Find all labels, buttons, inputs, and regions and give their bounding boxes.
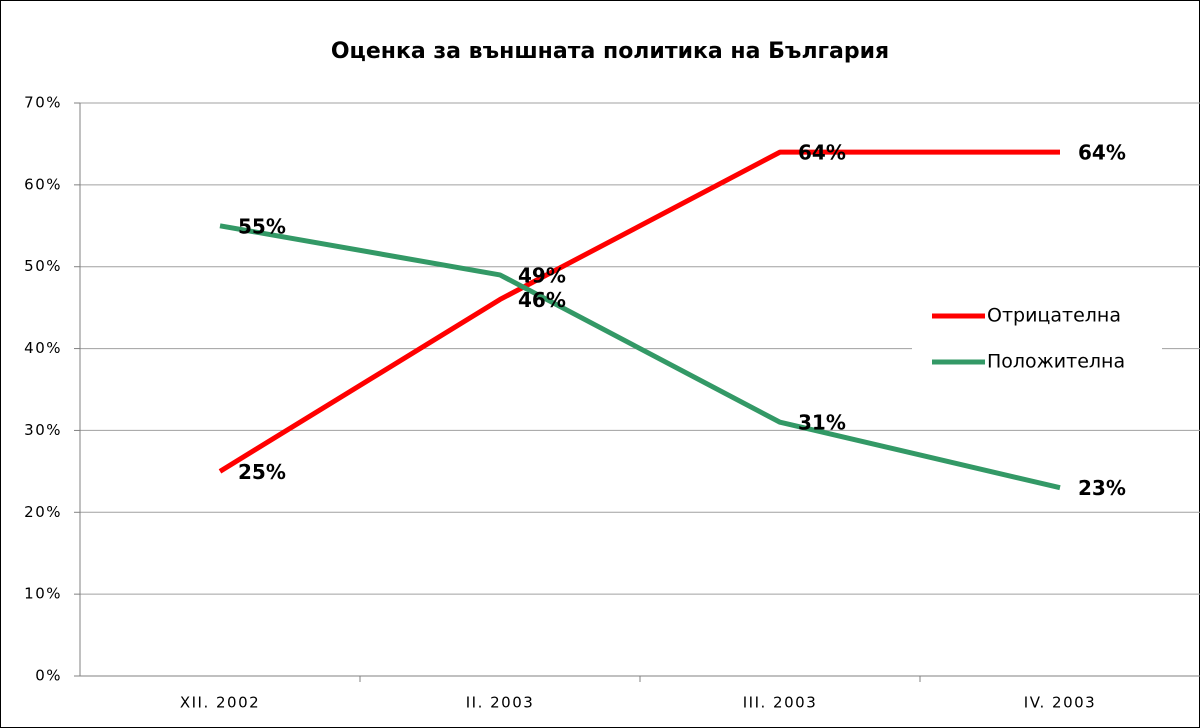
y-tick-label: 20% — [24, 503, 62, 521]
x-tick-label: XII. 2002 — [180, 694, 260, 712]
legend-label: Отрицателна — [987, 305, 1121, 327]
data-label: 23% — [1078, 476, 1126, 500]
x-tick-label: IV. 2003 — [1024, 694, 1096, 712]
series-line — [219, 223, 1061, 491]
data-label: 64% — [798, 141, 846, 165]
y-tick-label: 0% — [35, 667, 62, 685]
legend-label: Положителна — [987, 351, 1125, 373]
x-tick-label: III. 2003 — [743, 694, 817, 712]
data-label: 55% — [238, 214, 286, 238]
data-label: 46% — [518, 288, 566, 312]
y-tick-label: 30% — [24, 421, 62, 439]
x-tick-label: II. 2003 — [466, 694, 535, 712]
chart-title: Оценка за външната политика на България — [331, 39, 889, 64]
data-label: 49% — [518, 263, 566, 287]
data-label: 31% — [798, 411, 846, 435]
series-line — [218, 149, 1060, 474]
y-tick-label: 70% — [24, 94, 62, 112]
y-tick-label: 40% — [24, 339, 62, 357]
y-tick-label: 60% — [24, 175, 62, 193]
data-label: 64% — [1078, 141, 1126, 165]
y-tick-label: 50% — [24, 257, 62, 275]
y-tick-label: 10% — [24, 585, 62, 603]
legend-box — [912, 292, 1162, 384]
data-label: 25% — [238, 460, 286, 484]
